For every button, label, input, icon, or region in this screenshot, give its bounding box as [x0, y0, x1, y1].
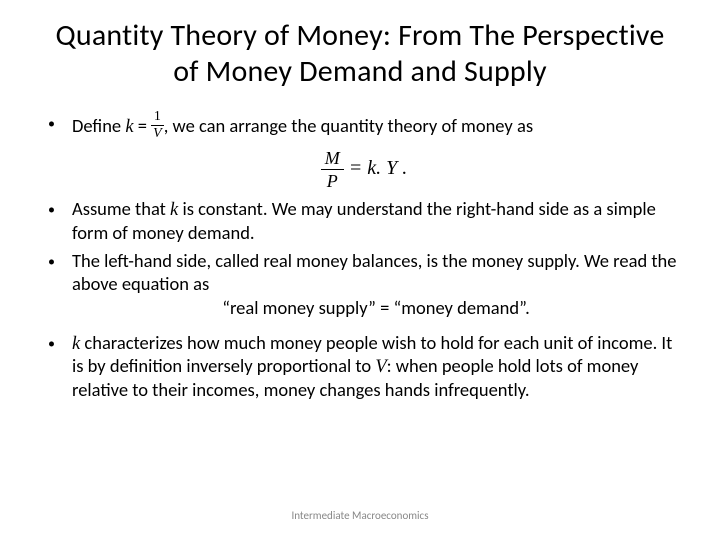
numerator: 1	[151, 110, 164, 126]
text: Assume that	[72, 197, 170, 220]
display-equation: M P = k. Y .	[48, 149, 680, 190]
bullet-marker: •	[48, 112, 72, 143]
bullet-2: • Assume that k is constant. We may unde…	[48, 198, 680, 244]
text: =	[134, 114, 152, 137]
equation-rhs: = k. Y .	[344, 157, 408, 179]
bullet-marker: •	[48, 250, 72, 326]
text: , we can arrange the quantity theory of …	[164, 114, 533, 137]
text: The left-hand side, called real money ba…	[72, 249, 676, 295]
slide-title: Quantity Theory of Money: From The Persp…	[40, 18, 680, 90]
math-k: k	[72, 334, 80, 354]
bullet-text: Assume that k is constant. We may unders…	[72, 198, 680, 244]
quoted-equation: “real money supply” = “money demand”.	[72, 297, 680, 320]
denominator: V	[151, 126, 164, 141]
numerator: M	[321, 149, 344, 170]
bullet-text: k characterizes how much money people wi…	[72, 332, 680, 402]
slide-body: • Define k = 1V, we can arrange the quan…	[40, 112, 680, 402]
bullet-4: • k characterizes how much money people …	[48, 332, 680, 402]
fraction-m-over-p: M P	[321, 149, 344, 190]
text: Define	[72, 114, 125, 137]
math-k: k	[125, 117, 133, 137]
math-v: V	[375, 357, 386, 377]
bullet-text: The left-hand side, called real money ba…	[72, 250, 680, 326]
denominator: P	[321, 170, 344, 190]
bullet-marker: •	[48, 198, 72, 244]
bullet-1: • Define k = 1V, we can arrange the quan…	[48, 112, 680, 143]
slide-footer: Intermediate Macroeconomics	[0, 509, 720, 522]
bullet-marker: •	[48, 332, 72, 402]
fraction-1-over-v: 1V	[151, 110, 164, 141]
bullet-text: Define k = 1V, we can arrange the quanti…	[72, 112, 680, 143]
bullet-3: • The left-hand side, called real money …	[48, 250, 680, 326]
slide: Quantity Theory of Money: From The Persp…	[0, 0, 720, 540]
